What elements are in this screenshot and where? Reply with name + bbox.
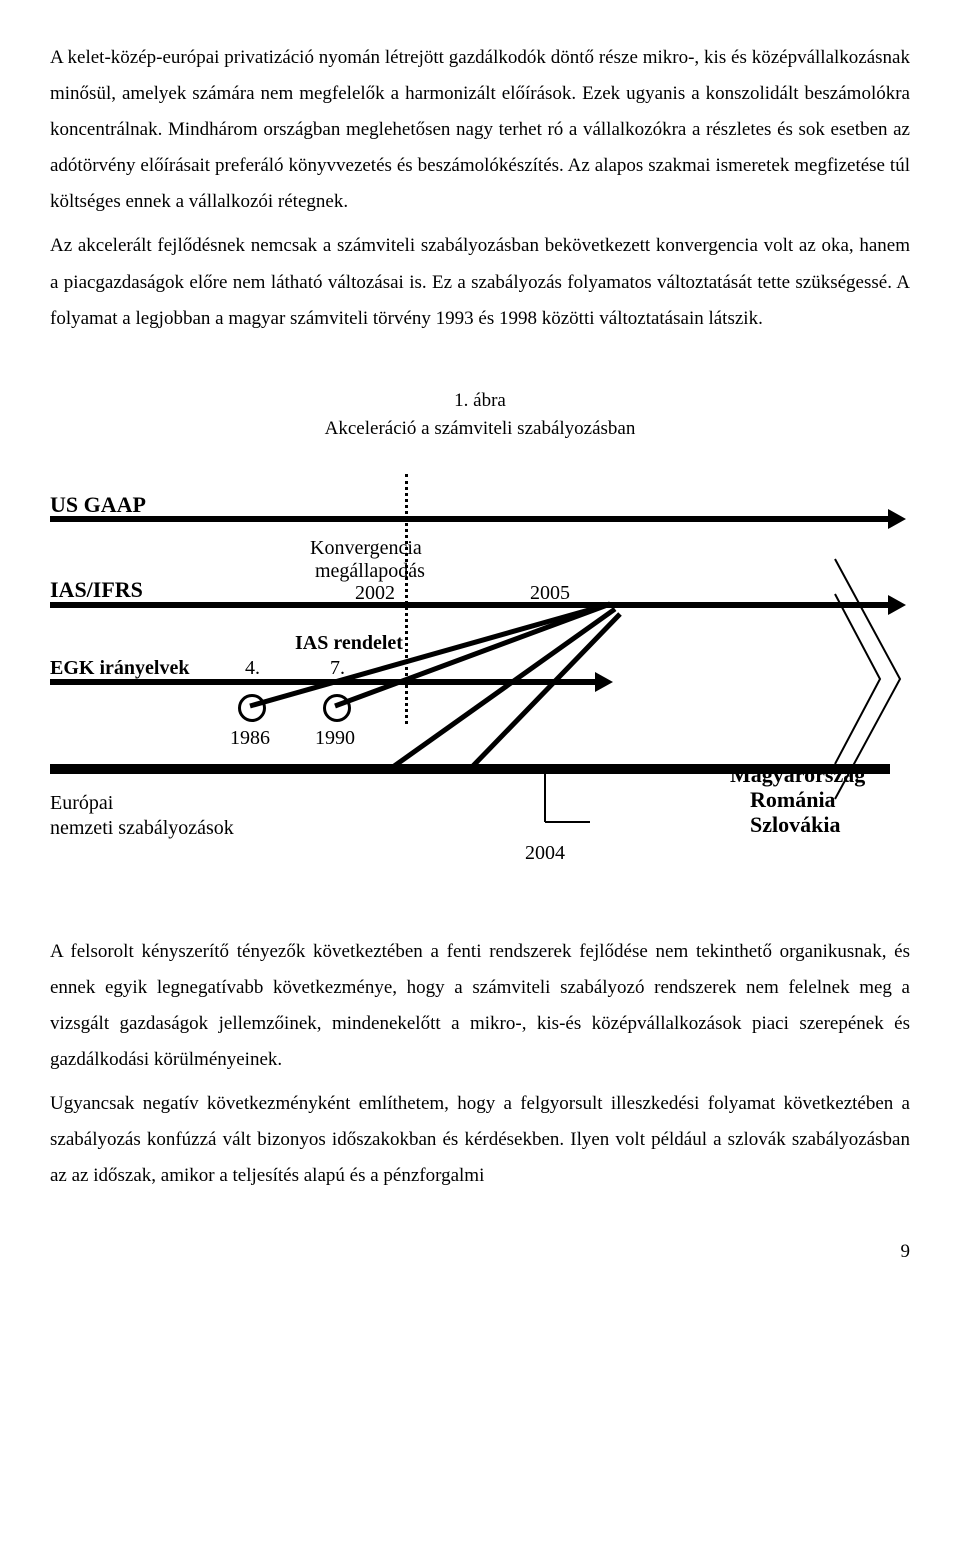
paragraph-1: A kelet-közép-európai privatizáció nyomá… <box>50 40 910 220</box>
label-nemzeti: nemzeti szabályozások <box>50 809 234 847</box>
figure-caption: Akceleráció a számviteli szabályozásban <box>50 415 910 444</box>
paragraph-3: A felsorolt kényszerítő tényezők követke… <box>50 934 910 1078</box>
paragraph-2: Az akcelerált fejlődésnek nemcsak a szám… <box>50 228 910 336</box>
figure-title-block: 1. ábra Akceleráció a számviteli szabály… <box>50 387 910 444</box>
diagram: US GAAP Konvergencia megállapodás 2002 2… <box>50 474 910 894</box>
label-szlovakia: Szlovákia <box>750 804 840 846</box>
page-number: 9 <box>50 1234 910 1270</box>
paragraph-4: Ugyancsak negatív következményként említ… <box>50 1086 910 1194</box>
figure-number: 1. ábra <box>50 387 910 416</box>
label-2004: 2004 <box>525 834 565 872</box>
